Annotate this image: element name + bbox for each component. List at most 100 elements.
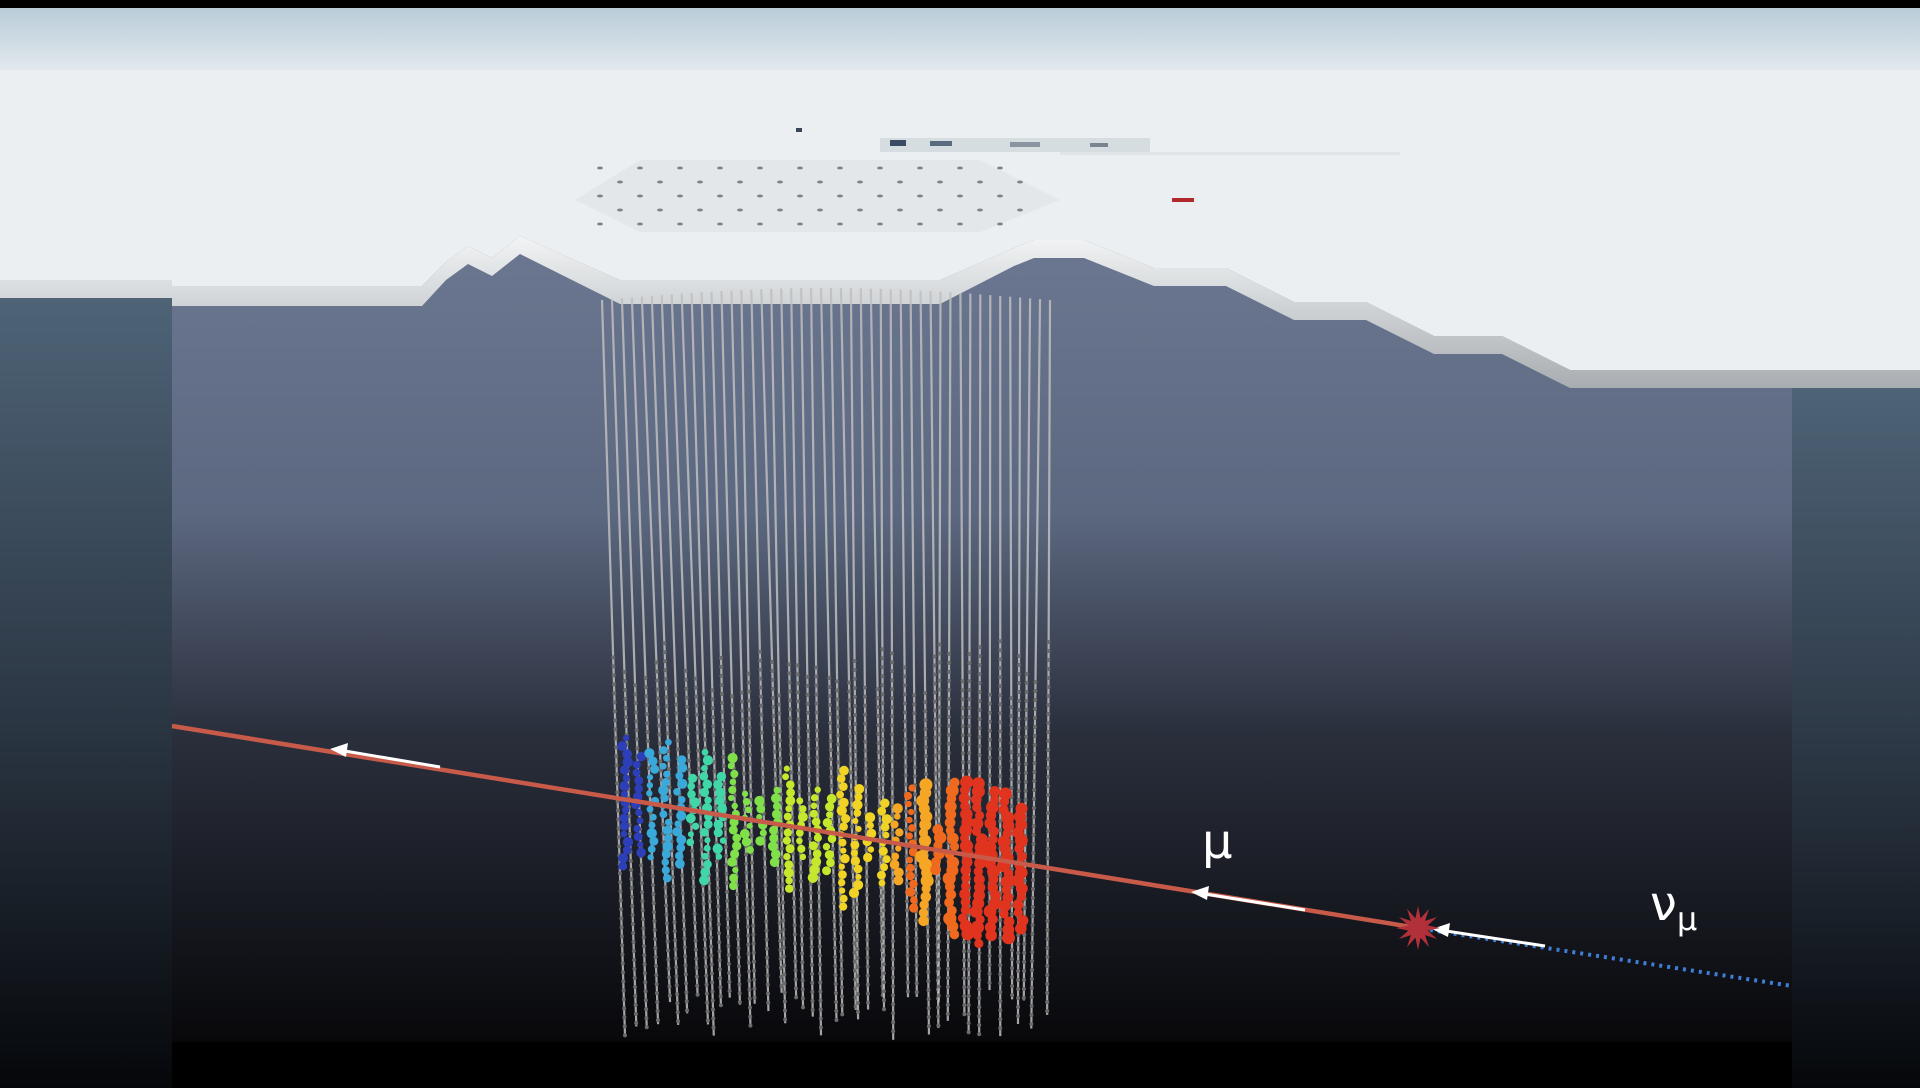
dom-sensor (890, 678, 895, 683)
hit-dom (620, 830, 628, 838)
dom-sensor (750, 905, 755, 910)
dom-sensor (987, 755, 992, 760)
dom-sensor (799, 933, 804, 938)
dom-sensor (1046, 720, 1051, 725)
dom-sensor (912, 720, 917, 725)
hit-dom (648, 756, 658, 766)
dom-sensor (832, 919, 837, 924)
dom-sensor (634, 710, 639, 715)
dom-sensor (879, 894, 884, 899)
dom-sensor (828, 721, 833, 726)
dom-sensor (1031, 815, 1036, 820)
dom-sensor (1046, 693, 1051, 698)
dom-sensor (865, 955, 870, 960)
dom-sensor (903, 710, 908, 715)
dom-sensor (613, 745, 618, 750)
dom-sensor (795, 690, 800, 695)
dom-sensor (849, 779, 854, 784)
dom-sensor (671, 884, 676, 889)
dom-sensor (902, 701, 907, 706)
dom-sensor (710, 1007, 715, 1012)
hit-dom (890, 820, 899, 829)
hit-dom (715, 787, 726, 798)
dom-sensor (735, 892, 740, 897)
dom-sensor (1023, 752, 1028, 757)
hit-dom (918, 834, 932, 847)
dom-sensor (673, 938, 678, 943)
dom-sensor (817, 908, 822, 913)
dom-sensor (664, 903, 669, 908)
hit-dom (854, 783, 865, 794)
dom-sensor (912, 711, 917, 716)
dom-sensor (710, 980, 715, 985)
hit-dom (771, 809, 782, 820)
hit-dom (839, 894, 848, 903)
hit-dom (796, 797, 804, 805)
dom-sensor (903, 737, 908, 742)
dom-sensor (704, 991, 709, 996)
dom-sensor (721, 754, 726, 759)
dom-sensor (651, 892, 656, 897)
dom-sensor (772, 731, 777, 736)
dom-sensor (876, 750, 881, 755)
dom-sensor (778, 956, 783, 961)
dom-sensor (808, 899, 813, 904)
surface-hole (997, 222, 1003, 226)
surface-hole (837, 166, 843, 170)
dom-sensor (696, 766, 701, 771)
dom-sensor (736, 946, 741, 951)
dom-sensor (807, 791, 812, 796)
dom-sensor (666, 767, 671, 772)
dom-sensor (787, 662, 792, 667)
dom-sensor (758, 685, 763, 690)
dom-sensor (747, 734, 752, 739)
dom-sensor (797, 789, 802, 794)
dom-sensor (926, 1006, 931, 1011)
dom-sensor (937, 741, 942, 746)
dom-sensor (663, 677, 668, 682)
dom-sensor (998, 675, 1003, 680)
dom-sensor (809, 908, 814, 913)
dom-sensor (798, 870, 803, 875)
hit-dom (877, 806, 887, 816)
dom-sensor (744, 852, 749, 857)
dom-sensor (761, 784, 766, 789)
dom-sensor (960, 724, 965, 729)
dom-sensor (687, 767, 692, 772)
dom-sensor (865, 991, 870, 996)
dom-sensor (780, 864, 785, 869)
dom-sensor (933, 789, 938, 794)
dom-sensor (725, 925, 730, 930)
hit-dom (949, 841, 960, 852)
hit-dom (972, 802, 982, 813)
surface-hole (1017, 180, 1023, 184)
dom-sensor (696, 757, 701, 762)
hit-dom (848, 887, 860, 899)
dom-sensor (641, 944, 646, 949)
hit-dom (893, 875, 904, 886)
dom-sensor (852, 695, 857, 700)
dom-sensor (946, 939, 951, 944)
dom-sensor (653, 964, 658, 969)
dom-sensor (881, 1007, 886, 1012)
hit-dom (769, 833, 779, 843)
dom-sensor (685, 722, 690, 727)
dom-sensor (642, 953, 647, 958)
hit-dom (970, 794, 982, 805)
dom-sensor (737, 982, 742, 987)
dom-sensor (640, 908, 645, 913)
dom-sensor (877, 786, 882, 791)
dom-sensor (720, 718, 725, 723)
dom-sensor (615, 808, 620, 813)
hit-dom (945, 889, 957, 900)
dom-sensor (709, 962, 714, 967)
dom-sensor (633, 1002, 638, 1007)
dom-sensor (801, 1005, 806, 1010)
dom-sensor (744, 879, 749, 884)
dom-sensor (613, 727, 618, 732)
dom-sensor (644, 703, 649, 708)
dom-sensor (1046, 675, 1051, 680)
dom-sensor (805, 701, 810, 706)
hit-dom (853, 879, 864, 890)
dom-sensor (853, 767, 858, 772)
